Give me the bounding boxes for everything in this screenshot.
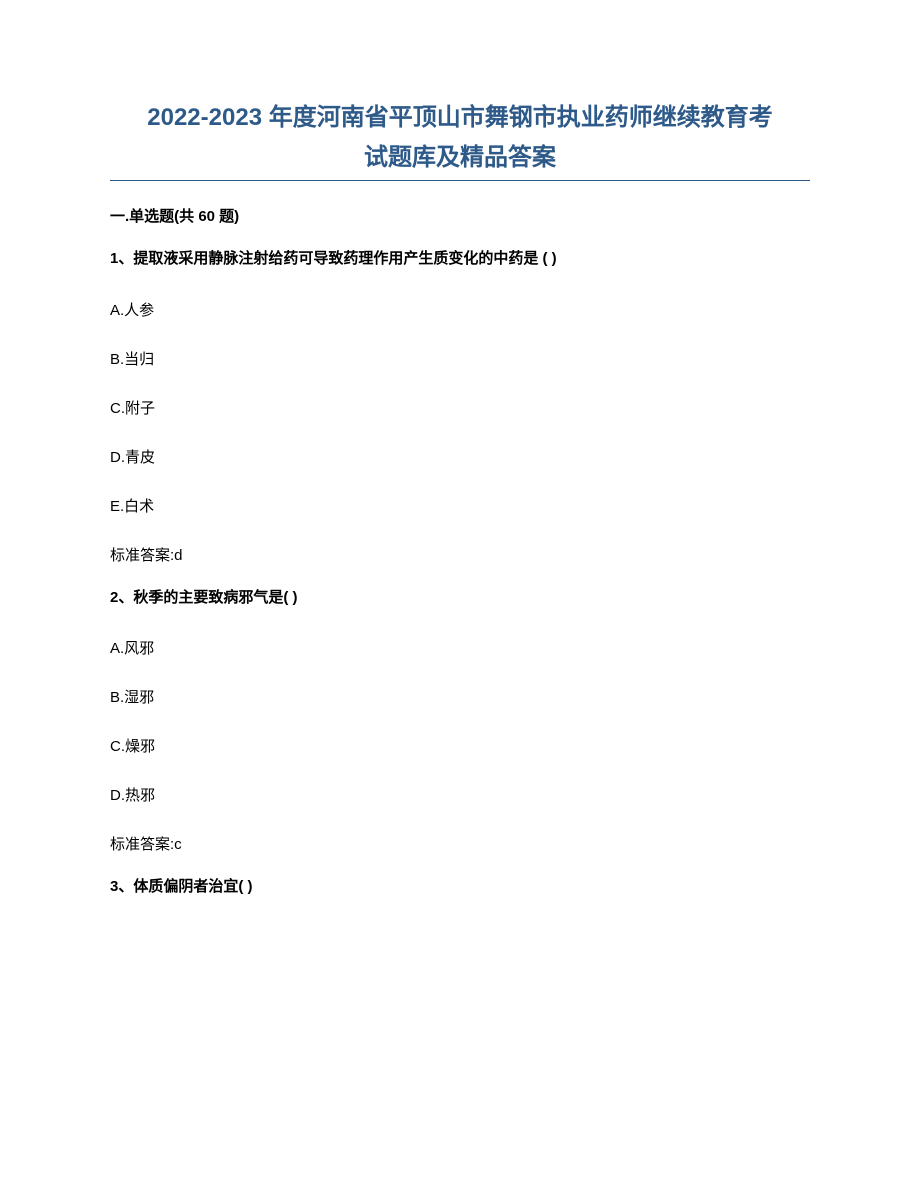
- question-1-option-a: A.人参: [110, 299, 810, 320]
- question-1-text: 1、提取液采用静脉注射给药可导致药理作用产生质变化的中药是 ( ): [110, 248, 810, 271]
- title-underline: [110, 180, 810, 181]
- document-title-line2: 试题库及精品答案: [110, 140, 810, 176]
- question-2-option-d: D.热邪: [110, 784, 810, 805]
- question-1-option-b: B.当归: [110, 348, 810, 369]
- section-header: 一.单选题(共 60 题): [110, 205, 810, 226]
- question-2-answer: 标准答案:c: [110, 833, 810, 854]
- document-title-line1: 2022-2023 年度河南省平顶山市舞钢市执业药师继续教育考: [110, 100, 810, 136]
- question-2-option-b: B.湿邪: [110, 686, 810, 707]
- question-1-answer: 标准答案:d: [110, 544, 810, 565]
- question-1-option-c: C.附子: [110, 397, 810, 418]
- question-1-option-d: D.青皮: [110, 446, 810, 467]
- question-2-option-c: C.燥邪: [110, 735, 810, 756]
- question-2-option-a: A.风邪: [110, 637, 810, 658]
- question-1-option-e: E.白术: [110, 495, 810, 516]
- question-3-text: 3、体质偏阴者治宜( ): [110, 876, 810, 899]
- question-2-text: 2、秋季的主要致病邪气是( ): [110, 587, 810, 610]
